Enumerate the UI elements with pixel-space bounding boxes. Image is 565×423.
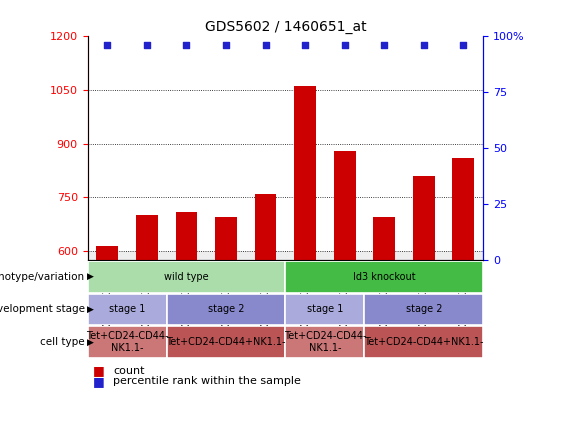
Point [419,41,428,48]
Text: stage 2: stage 2 [208,305,244,314]
Point [103,41,112,48]
Bar [285,326,364,358]
Bar [364,251,404,260]
Bar [167,294,285,325]
Bar [444,251,483,260]
Bar [167,326,285,358]
Point [182,41,191,48]
Text: count: count [113,365,145,376]
Bar [88,294,167,325]
Text: ▶: ▶ [87,272,94,281]
Bar [285,251,325,260]
Bar [127,251,167,260]
Text: ■: ■ [93,364,105,377]
Point [142,41,151,48]
Bar [255,194,276,423]
Text: cell type: cell type [40,337,85,347]
Bar [206,251,246,260]
Text: Tet+CD24-CD44-
NK1.1-: Tet+CD24-CD44- NK1.1- [86,331,168,353]
Text: Tet+CD24-CD44+NK1.1-: Tet+CD24-CD44+NK1.1- [166,337,286,347]
Text: stage 1: stage 1 [307,305,343,314]
Bar [88,261,285,293]
Text: Tet+CD24-CD44-
NK1.1-: Tet+CD24-CD44- NK1.1- [284,331,366,353]
Bar [404,251,444,260]
Text: wild type: wild type [164,272,208,282]
Text: stage 2: stage 2 [406,305,442,314]
Point [261,41,270,48]
Bar [285,261,483,293]
Text: Tet+CD24-CD44+NK1.1-: Tet+CD24-CD44+NK1.1- [364,337,484,347]
Text: percentile rank within the sample: percentile rank within the sample [113,376,301,386]
Text: development stage: development stage [0,305,85,314]
Bar [246,251,285,260]
Point [459,41,468,48]
Bar [167,251,206,260]
Bar [294,86,316,423]
Bar [325,251,364,260]
Bar [176,212,197,423]
Bar [334,151,355,423]
Bar [285,294,364,325]
Text: ▶: ▶ [87,338,94,346]
Bar [413,176,434,423]
Text: genotype/variation: genotype/variation [0,272,85,282]
Text: ▶: ▶ [87,305,94,314]
Bar [88,251,127,260]
Bar [453,158,474,423]
Text: ■: ■ [93,375,105,387]
Bar [215,217,237,423]
Bar [373,217,395,423]
Bar [88,326,167,358]
Point [301,41,310,48]
Bar [136,215,158,423]
Point [380,41,389,48]
Point [340,41,349,48]
Text: Id3 knockout: Id3 knockout [353,272,415,282]
Text: stage 1: stage 1 [109,305,145,314]
Title: GDS5602 / 1460651_at: GDS5602 / 1460651_at [205,19,366,33]
Bar [364,326,483,358]
Bar [364,294,483,325]
Bar [97,246,118,423]
Point [221,41,231,48]
